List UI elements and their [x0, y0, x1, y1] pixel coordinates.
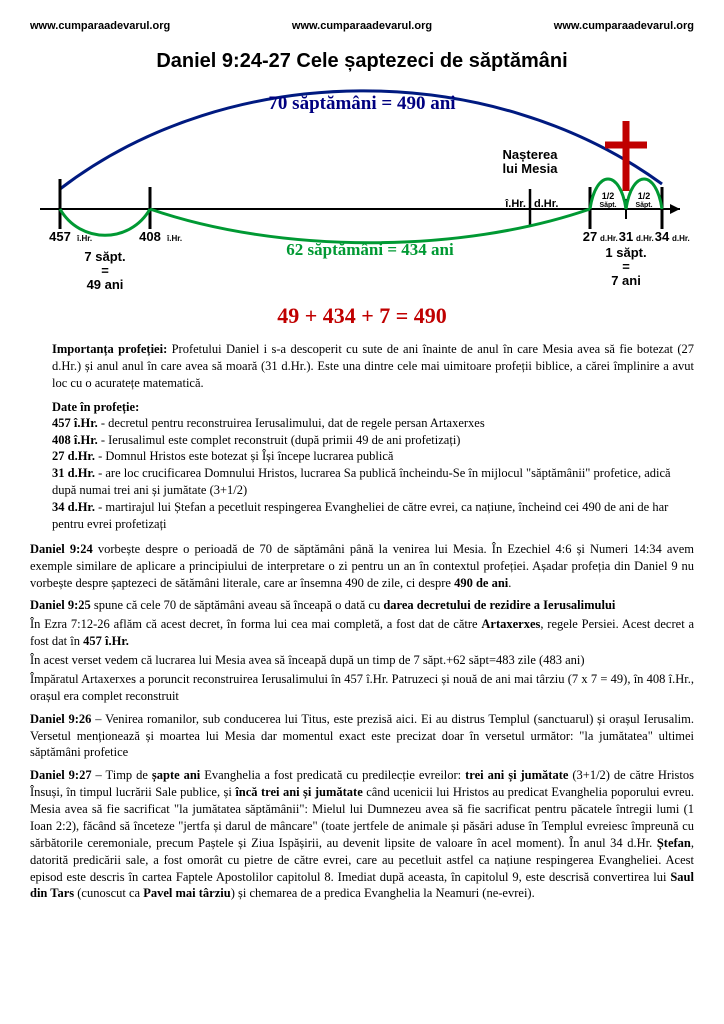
prophecy-chart: 70 săptămâni = 490 ani î.Hr. d.Hr. Naște…: [30, 79, 694, 299]
para-925b: În Ezra 7:12-26 aflăm că acest decret, î…: [30, 616, 694, 650]
para-924: Daniel 9:24 vorbește despre o perioadă d…: [30, 541, 694, 592]
svg-text:Săpt.: Săpt.: [599, 202, 616, 209]
url-left: www.cumparaadevarul.org: [30, 20, 170, 32]
url-center: www.cumparaadevarul.org: [292, 20, 432, 32]
svg-text:î.Hr.: î.Hr.: [76, 234, 92, 243]
page-title: Daniel 9:24-27 Cele șaptezeci de săptămâ…: [30, 50, 694, 73]
svg-text:1/2: 1/2: [638, 191, 651, 201]
svg-text:62 săptămâni = 434 ani: 62 săptămâni = 434 ani: [286, 240, 454, 259]
svg-text:70 săptămâni = 490 ani: 70 săptămâni = 490 ani: [268, 93, 455, 114]
date-line: 457 î.Hr. - decretul pentru reconstruire…: [52, 415, 694, 432]
sum-equation: 49 + 434 + 7 = 490: [30, 303, 694, 329]
para-925c: În acest verset vedem că lucrarea lui Me…: [30, 652, 694, 669]
svg-text:Săpt.: Săpt.: [635, 202, 652, 209]
svg-text:î.Hr.: î.Hr.: [166, 234, 182, 243]
svg-text:d.Hr.: d.Hr.: [672, 234, 690, 243]
svg-text:7 ani: 7 ani: [611, 273, 641, 288]
dates-section: Date în profeție: 457 î.Hr. - decretul p…: [52, 400, 694, 533]
svg-text:1/2: 1/2: [602, 191, 615, 201]
dates-title: Date în profeție:: [52, 400, 139, 414]
para-925a: Daniel 9:25 spune că cele 70 de săptămân…: [30, 597, 694, 614]
para-925d: Împăratul Artaxerxes a poruncit reconstr…: [30, 671, 694, 705]
svg-text:49 ani: 49 ani: [87, 277, 124, 292]
svg-text:d.Hr.: d.Hr.: [636, 234, 654, 243]
url-right: www.cumparaadevarul.org: [554, 20, 694, 32]
svg-text:34: 34: [655, 229, 670, 244]
date-line: 34 d.Hr. - martirajul lui Ștefan a pecet…: [52, 499, 694, 533]
date-line: 408 î.Hr. - Ierusalimul este complet rec…: [52, 432, 694, 449]
svg-text:=: =: [622, 259, 630, 274]
date-line: 31 d.Hr. - are loc crucificarea Domnului…: [52, 465, 694, 499]
importance-para: Importanța profeției: Profetului Daniel …: [52, 341, 694, 392]
svg-text:1 săpt.: 1 săpt.: [605, 245, 646, 260]
date-line: 27 d.Hr. - Domnul Hristos este botezat ș…: [52, 448, 694, 465]
svg-text:=: =: [101, 263, 109, 278]
svg-text:Nașterea: Nașterea: [503, 147, 559, 162]
svg-text:d.Hr.: d.Hr.: [600, 234, 618, 243]
para-926: Daniel 9:26 – Venirea romanilor, sub con…: [30, 711, 694, 762]
para-927: Daniel 9:27 – Timp de șapte ani Evanghel…: [30, 767, 694, 902]
svg-text:31: 31: [619, 229, 633, 244]
svg-text:lui Mesia: lui Mesia: [503, 161, 559, 176]
importance-title: Importanța profeției:: [52, 342, 167, 356]
svg-text:î.Hr.: î.Hr.: [504, 198, 526, 210]
svg-text:408: 408: [139, 229, 161, 244]
url-row: www.cumparaadevarul.org www.cumparaadeva…: [30, 20, 694, 32]
svg-text:457: 457: [49, 229, 71, 244]
svg-text:27: 27: [583, 229, 597, 244]
svg-text:d.Hr.: d.Hr.: [534, 198, 558, 210]
svg-text:7 săpt.: 7 săpt.: [84, 249, 125, 264]
